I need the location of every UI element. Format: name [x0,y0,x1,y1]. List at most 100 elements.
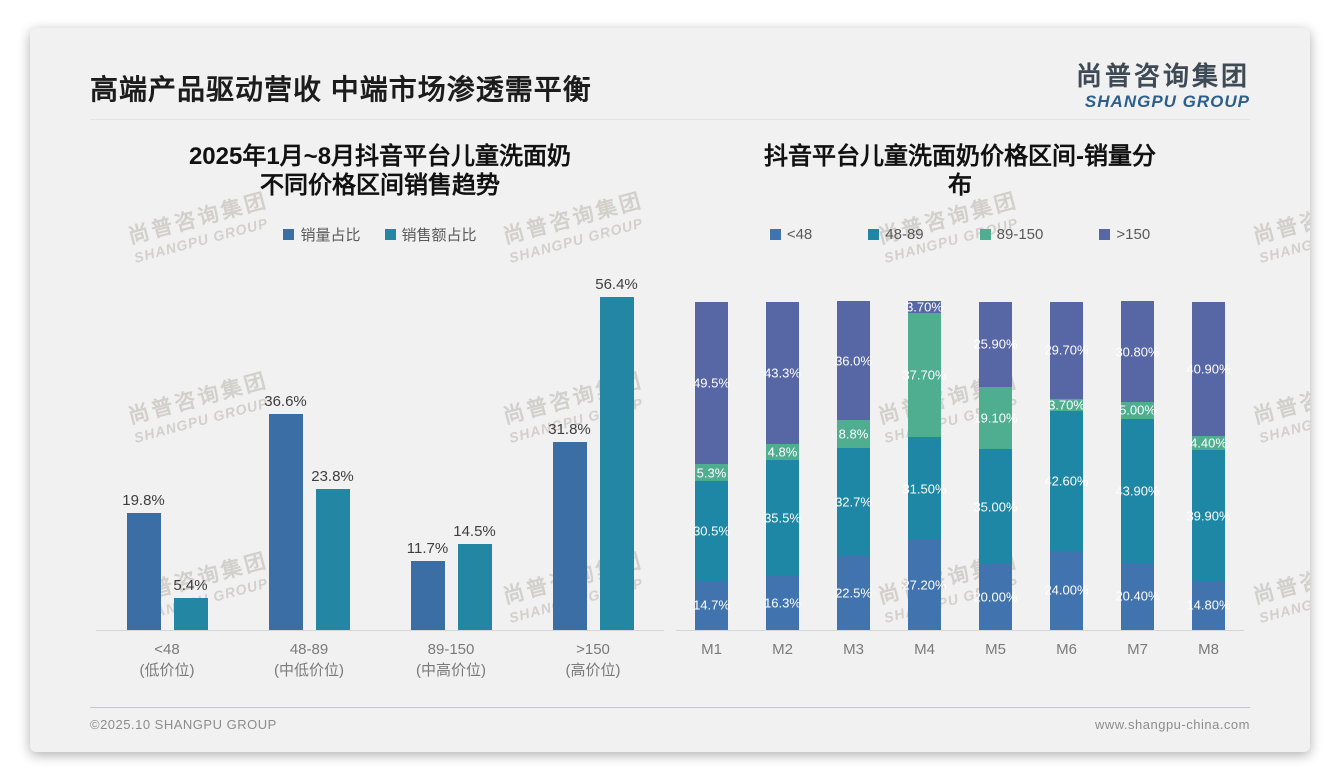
legend-marker [769,229,781,241]
segment-value-label: 30.80% [1115,344,1160,360]
stacked-column: 16.3% 35.5% 4.8% 43.3% [747,253,818,630]
segment-value-label: 5.3% [696,465,727,481]
segment-value-label: 4.40% [1190,435,1227,451]
segment-value-label: 27.20% [902,577,947,593]
legend-marker [979,229,991,241]
stack: 22.5% 32.7% 8.8% 36.0% [835,301,872,630]
page-title: 高端产品驱动营收 中端市场渗透需平衡 [90,74,592,105]
legend-item: 销售额占比 [384,224,477,245]
category-label: 48-89 (中低价位) [274,640,344,679]
stack: 14.7% 30.5% 5.3% 49.5% [693,301,730,630]
stacked-column: 20.40% 43.90% 5.00% 30.80% [1102,253,1173,630]
segment-value-label: 29.70% [1044,342,1089,358]
stack-segment: 39.90% [1186,450,1231,582]
right-chart-legend: <48 48-89 89-150 >150 [676,225,1244,245]
stack-segment: 5.00% [1119,402,1156,419]
category-label: >150 (高价位) [565,640,621,679]
stack: 27.20% 31.50% 37.70% 3.70% [902,299,947,630]
left-chart-title: 2025年1月~8月抖音平台儿童洗面奶 不同价格区间销售趋势 [188,143,572,200]
stack-segment: 27.20% [902,540,947,630]
stack-segment: 4.40% [1190,435,1227,451]
right-chart-title: 抖音平台儿童洗面奶价格区间-销量分 布 [764,143,1156,200]
stack: 16.3% 35.5% 4.8% 43.3% [764,301,801,630]
legend-item: 销量占比 [283,224,361,245]
segment-value-label: 32.7% [835,494,872,510]
stack-segment: 37.70% [902,313,947,438]
segment-value-label: 35.5% [764,510,801,526]
stack-segment: 4.8% [766,443,799,460]
category-label: M7 [1127,640,1148,658]
left-chart: 2025年1月~8月抖音平台儿童洗面奶 不同价格区间销售趋势 销量占比 销售额占比… [90,142,670,681]
bar: 36.6% [264,393,307,630]
category-label: M1 [701,640,722,658]
segment-value-label: 24.00% [1044,582,1089,598]
legend-label: 销售额占比 [401,227,477,245]
logo-chinese-text: 尚普咨询集团 [1075,61,1250,91]
bar-value-label: 31.8% [548,420,591,438]
company-logo: 尚普咨询集团 SHANGPU GROUP [1076,56,1250,111]
bar: 11.7% [407,540,448,630]
segment-value-label: 3.70% [906,299,943,315]
right-chart-categories: M1 M2 M3 M4 M5 M6 M7 M8 [676,631,1244,660]
segment-value-label: 37.70% [902,367,947,383]
stacked-column: 22.5% 32.7% 8.8% 36.0% [818,253,889,630]
legend-marker [283,229,295,241]
legend-label: 48-89 [885,226,924,244]
bar: 23.8% [311,468,354,630]
stack-segment: 14.7% [693,581,730,630]
category-label: M8 [1198,640,1219,658]
slide-card: 尚普咨询集团 SHANGPU GROUP 尚普咨询集团 SHANGPU GROUP 尚普… [30,28,1310,752]
legend-item: >150 [1099,226,1150,243]
stack-segment: 19.10% [973,386,1018,450]
stack-segment: 22.5% [835,555,872,630]
stacked-column: 24.00% 42.60% 3.70% 29.70% [1031,253,1102,630]
segment-value-label: 19.10% [973,410,1018,426]
stack: 20.00% 35.00% 19.10% 25.90% [973,301,1018,630]
segment-value-label: 25.90% [973,336,1018,352]
segment-value-label: 20.40% [1115,588,1160,604]
category-label: M4 [914,640,935,658]
segment-value-label: 16.3% [764,595,801,611]
category-label: M2 [772,640,793,658]
category-label: <48 (低价位) [139,640,195,679]
legend-label: >150 [1116,226,1151,244]
segment-value-label: 3.70% [1048,397,1085,413]
stack-segment: 8.8% [837,419,870,449]
stack-segment: 31.50% [902,437,947,541]
legend-marker [868,229,880,241]
bar: 19.8% [122,492,165,630]
bar: 5.4% [173,577,208,630]
bar-value-label: 36.6% [264,392,307,410]
stack-segment: 40.90% [1186,301,1231,436]
category-label: M5 [985,640,1006,658]
stacked-column: 27.20% 31.50% 37.70% 3.70% [889,253,960,630]
segment-value-label: 39.90% [1186,508,1231,524]
bar-group: 36.6% 23.8% [238,253,380,630]
legend-item: <48 [769,226,812,243]
stack-segment: 35.5% [764,459,801,577]
bar-pair: 11.7% 14.5% [407,523,496,630]
charts-area: 2025年1月~8月抖音平台儿童洗面奶 不同价格区间销售趋势 销量占比 销售额占比… [90,142,1250,681]
segment-value-label: 43.90% [1115,483,1160,499]
segment-value-label: 40.90% [1186,361,1231,377]
stack-segment: 30.80% [1115,301,1160,403]
segment-value-label: 14.80% [1186,597,1231,613]
bar: 31.8% [548,421,591,630]
bar-value-label: 19.8% [122,491,165,509]
stack-segment: 25.90% [973,301,1018,387]
stack-segment: 30.5% [693,481,730,582]
stack-segment: 16.3% [764,576,801,630]
segment-value-label: 31.50% [902,481,947,497]
logo-english-text: SHANGPU GROUP [1084,91,1250,111]
stack-segment: 14.80% [1186,581,1231,630]
bar-group: 19.8% 5.4% [96,253,238,630]
slide-header: 高端产品驱动营收 中端市场渗透需平衡 尚普咨询集团 SHANGPU GROUP [90,28,1250,120]
slide-footer: ©2025.10 SHANGPU GROUP www.shangpu-china… [90,707,1250,732]
right-chart-plot: 14.7% 30.5% 5.3% 49.5% 16.3% 35.5% 4.8% 43.3% 22… [676,253,1244,631]
stack-segment: 24.00% [1044,550,1089,630]
stacked-column: 14.7% 30.5% 5.3% 49.5% [676,253,747,630]
legend-label: 89-150 [996,226,1044,244]
segment-value-label: 20.00% [973,589,1018,605]
stack-segment: 43.3% [764,301,801,444]
stack: 24.00% 42.60% 3.70% 29.70% [1044,301,1089,630]
